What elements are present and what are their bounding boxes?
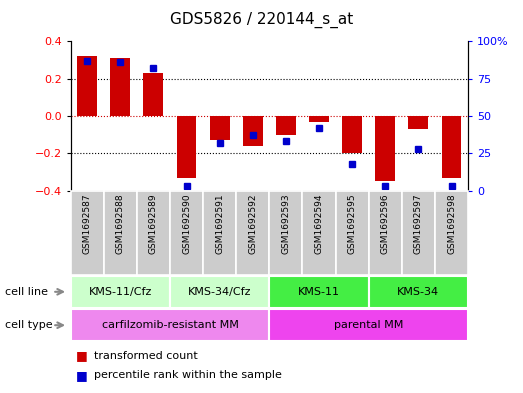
Text: GSM1692592: GSM1692592 [248,193,257,253]
Bar [203,191,236,275]
Bar [170,276,269,308]
Bar [143,73,163,116]
Text: GSM1692590: GSM1692590 [182,193,191,254]
Bar [369,191,402,275]
Text: KMS-34/Cfz: KMS-34/Cfz [188,287,252,297]
Text: GSM1692597: GSM1692597 [414,193,423,254]
Text: percentile rank within the sample: percentile rank within the sample [94,370,282,380]
Bar [342,116,362,153]
Text: GSM1692588: GSM1692588 [116,193,125,254]
Bar [269,309,468,341]
Text: cell type: cell type [5,320,53,330]
Text: transformed count: transformed count [94,351,198,361]
Text: KMS-34: KMS-34 [397,287,439,297]
Text: GSM1692594: GSM1692594 [314,193,324,253]
Bar [110,58,130,116]
Bar [336,191,369,275]
Bar [369,276,468,308]
Bar [309,116,329,121]
Text: KMS-11/Cfz: KMS-11/Cfz [88,287,152,297]
Bar [77,56,97,116]
Text: carfilzomib-resistant MM: carfilzomib-resistant MM [101,320,238,330]
Text: KMS-11: KMS-11 [298,287,340,297]
Bar [170,191,203,275]
Bar [71,309,269,341]
Bar [276,116,296,134]
Text: GSM1692589: GSM1692589 [149,193,158,254]
Text: GSM1692598: GSM1692598 [447,193,456,254]
Bar [269,276,369,308]
Bar [104,191,137,275]
Bar [302,191,336,275]
Text: GSM1692593: GSM1692593 [281,193,290,254]
Bar [402,191,435,275]
Bar [243,116,263,146]
Bar [435,191,468,275]
Bar [137,191,170,275]
Bar [71,276,170,308]
Text: parental MM: parental MM [334,320,403,330]
Bar [236,191,269,275]
Bar [441,116,461,178]
Text: ■: ■ [76,349,87,362]
Text: GSM1692595: GSM1692595 [348,193,357,254]
Bar [269,191,302,275]
Text: GDS5826 / 220144_s_at: GDS5826 / 220144_s_at [170,12,353,28]
Bar [177,116,197,178]
Text: GSM1692587: GSM1692587 [83,193,92,254]
Text: ■: ■ [76,369,87,382]
Bar [408,116,428,129]
Bar [210,116,230,140]
Text: cell line: cell line [5,287,48,297]
Bar [71,191,104,275]
Text: GSM1692596: GSM1692596 [381,193,390,254]
Bar [376,116,395,181]
Text: GSM1692591: GSM1692591 [215,193,224,254]
